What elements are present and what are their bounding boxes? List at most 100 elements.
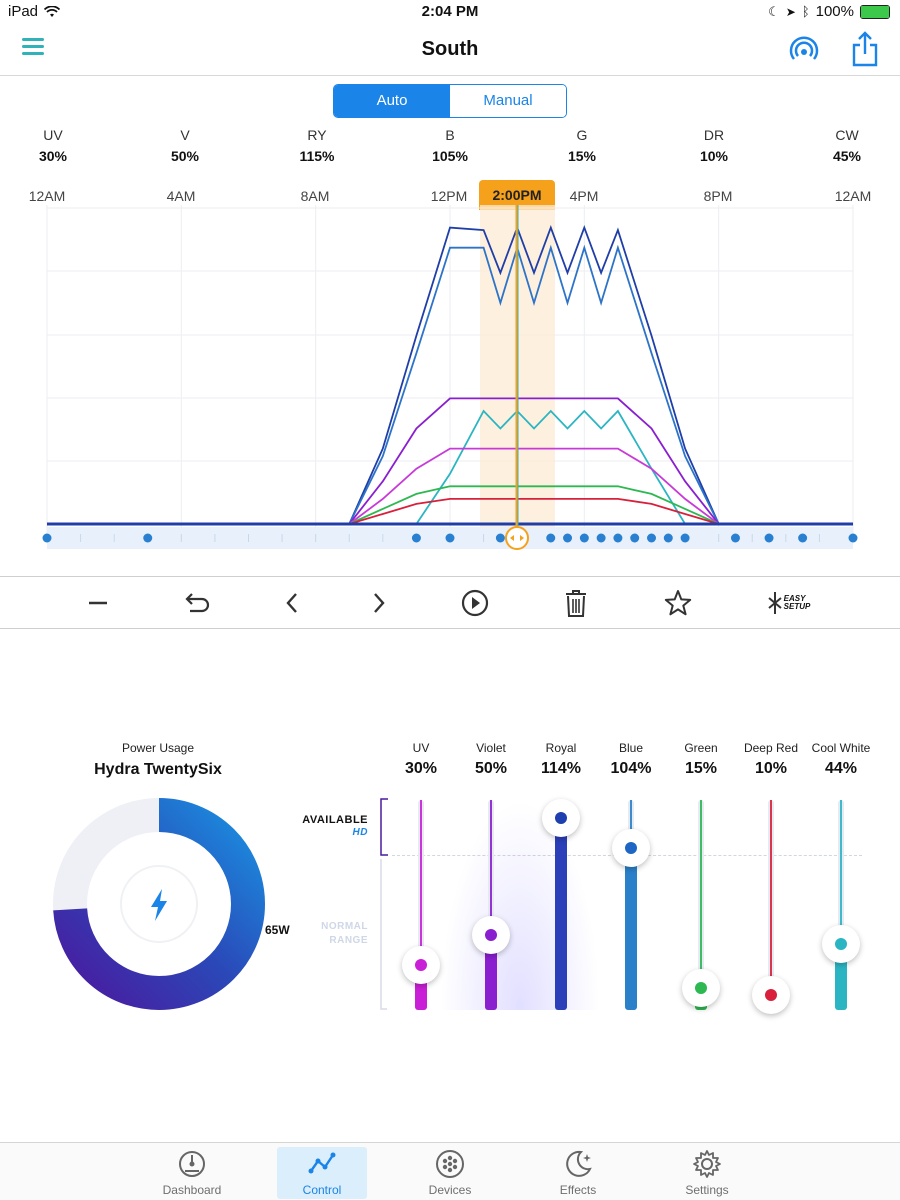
prev-icon: [286, 593, 297, 613]
schedule-point: [579, 533, 589, 543]
status-time: 2:04 PM: [421, 3, 479, 20]
channel-slider[interactable]: [682, 800, 720, 1010]
range-bracket: [380, 798, 388, 1010]
channel-value: 30%: [38, 148, 68, 164]
device-name: iPad: [8, 3, 39, 20]
channel-value: 10%: [699, 148, 729, 164]
time-label: 8AM: [300, 188, 330, 204]
slider-channel-value: 30%: [404, 760, 438, 777]
easy-setup-line1: EASY: [783, 594, 806, 603]
undo-icon: [185, 593, 210, 613]
settings-icon: [693, 1150, 721, 1178]
normal-range-label: NORMAL RANGE: [300, 920, 368, 948]
channel-slider[interactable]: [402, 800, 440, 1010]
location-icon: ➤: [785, 4, 796, 19]
available-text: AVAILABLE: [302, 814, 368, 826]
slider-knob[interactable]: [472, 916, 510, 954]
previous-button[interactable]: [274, 586, 310, 620]
normal-text: NORMAL: [321, 921, 368, 932]
wifi-signal-icon: [44, 5, 61, 17]
slider-channel-name: Violet: [476, 741, 506, 755]
broadcast-icon[interactable]: [788, 34, 820, 66]
tab-label: Devices: [428, 1183, 472, 1197]
channel-slider[interactable]: [612, 800, 650, 1010]
channel-slider[interactable]: [822, 800, 860, 1010]
slider-channel-value: 114%: [540, 760, 582, 777]
slider-knob[interactable]: [402, 946, 440, 984]
schedule-chart[interactable]: [0, 205, 900, 555]
slider-knob[interactable]: [822, 925, 860, 963]
available-label: AVAILABLE HD: [286, 814, 368, 838]
status-bar: iPad 2:04 PM ☾ ➤ ᛒ 100%: [0, 0, 900, 24]
slider-knob[interactable]: [612, 829, 650, 867]
channel-name: CW: [835, 127, 859, 143]
schedule-point: [630, 533, 640, 543]
slider-knob[interactable]: [752, 976, 790, 1014]
menu-icon[interactable]: [22, 38, 44, 58]
channel-slider[interactable]: [752, 800, 790, 1014]
dashboard-icon: [179, 1151, 205, 1177]
channel-readout-ry: RY 115%: [277, 127, 357, 164]
bluetooth-icon: ᛒ: [801, 4, 810, 19]
power-usage-label: Power Usage: [121, 741, 195, 755]
minus-button[interactable]: [80, 586, 116, 620]
tab-bar: Dashboard Control Devices Effects Settin…: [0, 1142, 900, 1200]
schedule-point: [42, 533, 52, 543]
tab-devices[interactable]: Devices: [405, 1147, 495, 1199]
slider-channel-name: Green: [684, 741, 718, 755]
battery-icon: [860, 4, 890, 19]
schedule-point: [411, 533, 421, 543]
slider-knob[interactable]: [542, 799, 580, 838]
schedule-point: [798, 533, 808, 543]
easy-setup-line2: SETUP: [783, 602, 811, 611]
series-line: [47, 497, 853, 525]
schedule-point: [563, 533, 573, 543]
play-button[interactable]: [457, 586, 493, 620]
channel-value: 15%: [567, 148, 597, 164]
channel-value: 115%: [299, 148, 335, 164]
tab-control[interactable]: Control: [277, 1147, 367, 1199]
spectrum-glow: [440, 800, 600, 1010]
undo-button[interactable]: [178, 586, 214, 620]
series-line: [47, 447, 853, 525]
channel-value: 50%: [170, 148, 200, 164]
slider-channel-name: UV: [412, 741, 430, 755]
tab-settings[interactable]: Settings: [662, 1147, 752, 1199]
schedule-point: [546, 533, 556, 543]
slider-channel-name: Cool White: [811, 741, 871, 755]
channel-name: B: [445, 127, 455, 143]
favorite-button[interactable]: [660, 586, 696, 620]
next-button[interactable]: [361, 586, 397, 620]
channel-name: V: [180, 127, 190, 143]
tab-effects[interactable]: Effects: [533, 1147, 623, 1199]
play-icon: [461, 589, 489, 617]
schedule-point: [596, 533, 606, 543]
slider-knob[interactable]: [682, 968, 720, 1007]
easy-setup-label: EASY SETUP: [784, 595, 811, 611]
slider-channel-name: Blue: [618, 741, 644, 755]
effects-icon: [566, 1150, 592, 1177]
tab-dashboard[interactable]: Dashboard: [147, 1147, 237, 1199]
easy-setup-button[interactable]: EASY SETUP: [764, 586, 814, 620]
power-usage-ring: [53, 798, 265, 1010]
channel-slider[interactable]: [472, 800, 510, 1010]
channel-slider[interactable]: [542, 799, 580, 1010]
power-watts: 65W: [265, 923, 290, 937]
auto-mode-button[interactable]: Auto: [334, 85, 450, 117]
schedule-point: [143, 533, 153, 543]
schedule-point: [495, 533, 505, 543]
trash-icon: [566, 590, 586, 617]
slider-stripe: [840, 800, 842, 944]
power-bolt-icon: [151, 889, 167, 921]
schedule-point: [730, 533, 740, 543]
slider-channel-value: 10%: [754, 760, 788, 777]
delete-button[interactable]: [558, 586, 594, 620]
channel-readout-g: G 15%: [542, 127, 622, 164]
share-icon[interactable]: [850, 30, 880, 68]
schedule-point: [663, 533, 673, 543]
device-model-name: Hydra TwentySix: [94, 761, 222, 778]
page-title: South: [421, 38, 479, 60]
manual-mode-button[interactable]: Manual: [450, 85, 566, 117]
slider-fill: [625, 848, 637, 1010]
hd-logo: HD: [352, 827, 368, 838]
